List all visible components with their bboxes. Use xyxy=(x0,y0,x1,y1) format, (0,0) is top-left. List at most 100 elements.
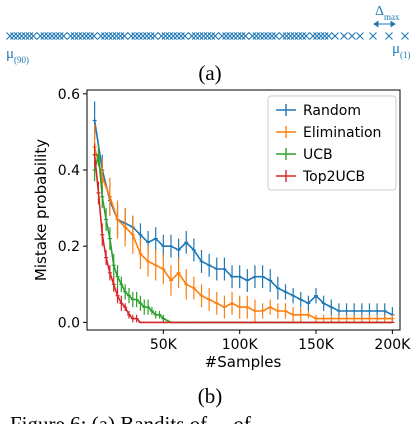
x-tick-label: 200K xyxy=(374,337,411,353)
legend-item-random: Random xyxy=(276,103,361,119)
arm-marker xyxy=(286,32,295,40)
arm-marker xyxy=(17,32,26,40)
arm-marker xyxy=(348,32,356,40)
arm-marker xyxy=(282,32,291,40)
arm-marker xyxy=(294,32,303,40)
plot-frame xyxy=(86,89,401,331)
arm-marker xyxy=(211,32,220,40)
arm-marker xyxy=(187,32,196,40)
arm-marker xyxy=(233,32,242,40)
panel-b-label: (b) xyxy=(198,384,223,408)
arm-marker xyxy=(165,32,174,40)
arm-marker xyxy=(59,32,68,40)
arm-marker xyxy=(112,32,121,40)
arm-marker xyxy=(264,32,272,40)
arm-marker xyxy=(48,32,56,40)
legend-box xyxy=(267,95,397,191)
y-axis-label: Mistake probability xyxy=(32,139,50,281)
series-line xyxy=(93,154,393,324)
arm-marker xyxy=(331,32,339,40)
arm-marker xyxy=(237,32,246,40)
arm-marker xyxy=(150,32,159,40)
arm-marker xyxy=(21,32,30,40)
legend-label: UCB xyxy=(303,147,333,163)
arm-marker xyxy=(74,32,83,40)
arm-marker xyxy=(199,32,208,40)
arm-marker xyxy=(135,32,143,40)
arm-marker xyxy=(195,32,204,40)
arm-marker xyxy=(52,32,60,40)
arm-marker xyxy=(248,32,257,40)
arm-strip xyxy=(6,32,409,40)
y-tick-label: 0.2 xyxy=(58,239,80,255)
arm-marker xyxy=(313,32,321,40)
arm-marker xyxy=(116,32,125,40)
arm-marker xyxy=(229,32,238,40)
arm-marker xyxy=(139,32,147,40)
y-tick-label: 0.6 xyxy=(58,87,80,103)
arm-marker xyxy=(10,32,18,40)
series-line xyxy=(93,146,393,320)
arm-marker xyxy=(278,32,287,40)
x-tick-label: 100K xyxy=(222,337,259,353)
arm-marker xyxy=(226,32,234,40)
delta-max-label: Δmax xyxy=(375,4,400,22)
arm-marker xyxy=(241,32,250,40)
delta-max-arrow xyxy=(373,20,396,28)
arm-marker xyxy=(256,32,265,40)
legend-item-top2ucb: Top2UCB xyxy=(276,169,365,185)
arm-marker xyxy=(40,32,49,40)
series-top2ucb xyxy=(92,143,395,324)
arm-marker xyxy=(207,32,216,40)
arm-marker xyxy=(218,32,226,40)
arm-marker xyxy=(173,32,181,40)
arm-marker xyxy=(268,32,276,40)
arm-marker xyxy=(44,32,52,40)
arm-marker xyxy=(260,32,268,40)
arm-marker xyxy=(271,32,280,40)
series-elimination xyxy=(92,124,395,323)
arm-marker xyxy=(401,32,409,40)
arm-marker xyxy=(298,32,307,40)
arm-marker xyxy=(78,32,87,40)
y-tick-label: 0.0 xyxy=(58,315,80,331)
series-line xyxy=(93,120,393,316)
legend-label: Random xyxy=(303,103,361,119)
arm-marker xyxy=(324,32,333,40)
arm-marker xyxy=(316,32,325,40)
legend-item-ucb: UCB xyxy=(276,147,333,163)
arm-marker xyxy=(90,32,98,40)
arm-marker xyxy=(86,32,94,40)
x-axis-label: #Samples xyxy=(205,353,282,371)
arm-marker xyxy=(356,32,364,40)
arm-marker xyxy=(13,32,22,40)
legend: Random Elimination UCB Top2UCB xyxy=(267,95,397,191)
arm-marker xyxy=(320,32,329,40)
arm-marker xyxy=(36,32,45,40)
legend-label: Elimination xyxy=(303,125,381,141)
legend-item-elimination: Elimination xyxy=(276,125,381,141)
x-tick-label: 150K xyxy=(298,337,335,353)
arm-marker xyxy=(252,32,261,40)
mistake-probability-chart: 50K 100K 150K 200K 0.0 0.2 0.4 0.6 #Samples Mi… xyxy=(32,87,411,371)
arm-marker xyxy=(108,32,117,40)
arm-marker xyxy=(161,32,170,40)
strip-right-label: μ(1) xyxy=(392,41,411,60)
arm-marker xyxy=(181,32,189,40)
arm-marker xyxy=(203,32,212,40)
arm-marker xyxy=(25,32,34,40)
arm-marker xyxy=(66,32,75,40)
arm-marker xyxy=(385,32,393,40)
arm-marker xyxy=(6,32,14,40)
arm-marker xyxy=(369,32,377,40)
caption-fragment: Figure 6: (a) Bandits of ... of xyxy=(10,412,251,424)
arm-marker xyxy=(290,32,299,40)
arm-marker xyxy=(222,32,230,40)
arm-marker xyxy=(142,32,151,40)
arm-marker xyxy=(70,32,79,40)
arm-marker xyxy=(29,32,38,40)
arm-marker xyxy=(157,32,166,40)
arm-marker xyxy=(169,32,178,40)
arm-marker xyxy=(177,32,185,40)
